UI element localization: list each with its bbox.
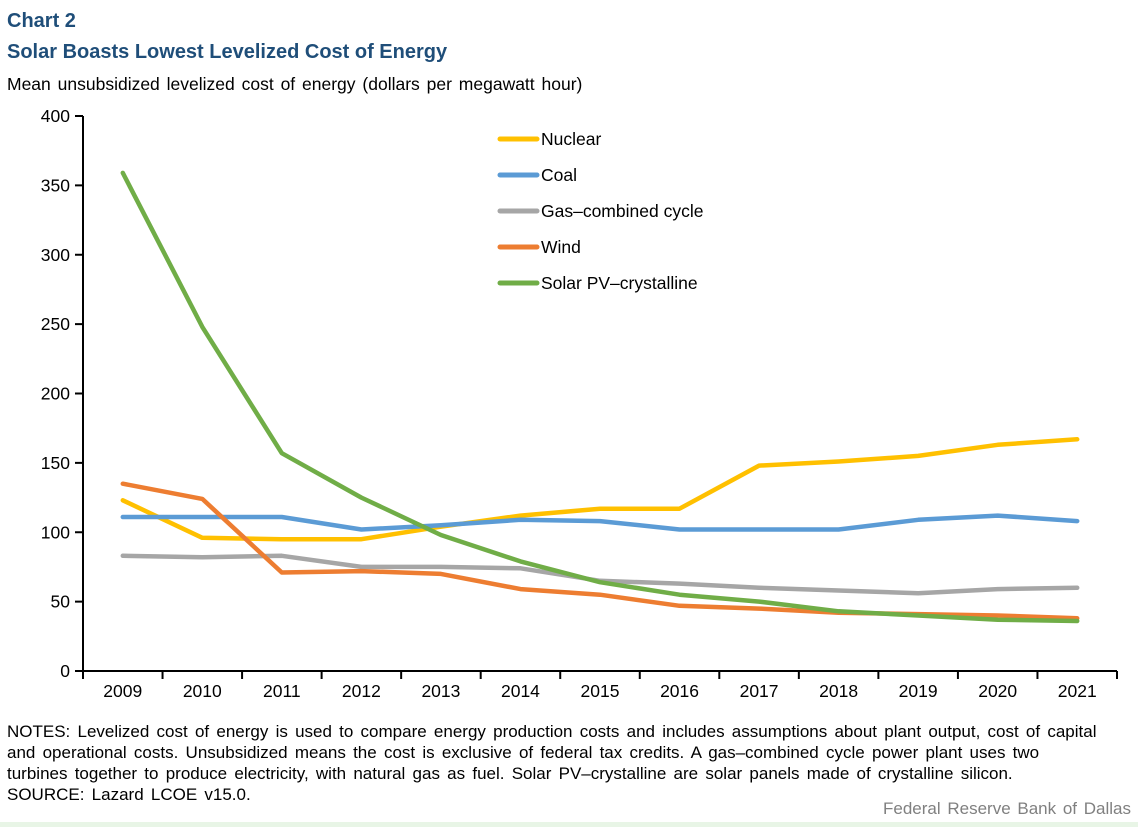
notes-block: NOTES: Levelized cost of energy is used … bbox=[7, 721, 1134, 805]
attribution-text: Federal Reserve Bank of Dallas bbox=[882, 799, 1131, 818]
y-axis-tick-label: 50 bbox=[51, 592, 71, 612]
legend-label: Coal bbox=[541, 165, 577, 185]
y-axis-tick-label: 400 bbox=[41, 106, 70, 126]
y-axis-tick-label: 300 bbox=[41, 245, 70, 265]
x-axis-tick-label: 2011 bbox=[263, 681, 301, 701]
x-axis-tick-label: 2015 bbox=[581, 681, 620, 701]
source-line: SOURCE: Lazard LCOE v15.0. bbox=[7, 785, 251, 804]
series-line-solar-pv-crystalline bbox=[120, 170, 1080, 624]
series-line-coal bbox=[120, 513, 1080, 532]
y-axis-tick-label: 100 bbox=[41, 522, 70, 542]
x-axis-tick-label: 2018 bbox=[819, 681, 858, 701]
x-axis-tick-label: 2021 bbox=[1058, 681, 1097, 701]
lcoe-line-chart: 0 50 100 150 200 250 300 350 400 2009 2010 2011 2012… bbox=[41, 106, 1118, 701]
y-axis-tick-label: 0 bbox=[60, 661, 70, 681]
x-axis-tick-label: 2010 bbox=[183, 681, 222, 701]
legend-label: Nuclear bbox=[541, 129, 601, 149]
chart-area: 0 50 100 150 200 250 300 350 400 2009 2010 2011 2012… bbox=[0, 100, 1138, 712]
x-axis-tick-label: 2009 bbox=[103, 681, 142, 701]
x-axis-tick-label: 2013 bbox=[421, 681, 460, 701]
y-axis-tick-label: 200 bbox=[41, 384, 70, 404]
chart-title: Solar Boasts Lowest Levelized Cost of En… bbox=[7, 41, 448, 63]
x-axis-tick-label: 2012 bbox=[342, 681, 381, 701]
x-axis-tick-label: 2020 bbox=[978, 681, 1017, 701]
legend-label: Wind bbox=[541, 237, 581, 257]
x-axis-tick-label: 2017 bbox=[740, 681, 779, 701]
series-line-gas-combined-cycle bbox=[120, 553, 1080, 596]
notes-line: NOTES: Levelized cost of energy is used … bbox=[7, 722, 1097, 741]
series-line-wind bbox=[120, 481, 1080, 621]
x-axis-tick-label: 2019 bbox=[899, 681, 938, 701]
x-axis-tick-label: 2016 bbox=[660, 681, 699, 701]
chart-number-label: Chart 2 bbox=[7, 10, 76, 32]
notes-line: turbines together to produce electricity… bbox=[7, 764, 1013, 783]
y-axis-tick-label: 250 bbox=[41, 314, 70, 334]
y-axis-tick-label: 350 bbox=[41, 175, 70, 195]
x-axis-tick-label: 2014 bbox=[501, 681, 540, 701]
y-axis-tick-label: 150 bbox=[41, 453, 70, 473]
legend-label: Solar PV–crystalline bbox=[541, 273, 698, 293]
legend-label: Gas–combined cycle bbox=[541, 201, 703, 221]
notes-line: and operational costs. Unsubsidized mean… bbox=[7, 743, 1040, 762]
chart-subtitle: Mean unsubsidized levelized cost of ener… bbox=[7, 74, 583, 94]
bottom-accent-bar bbox=[0, 822, 1138, 827]
series-line-nuclear bbox=[120, 437, 1080, 542]
